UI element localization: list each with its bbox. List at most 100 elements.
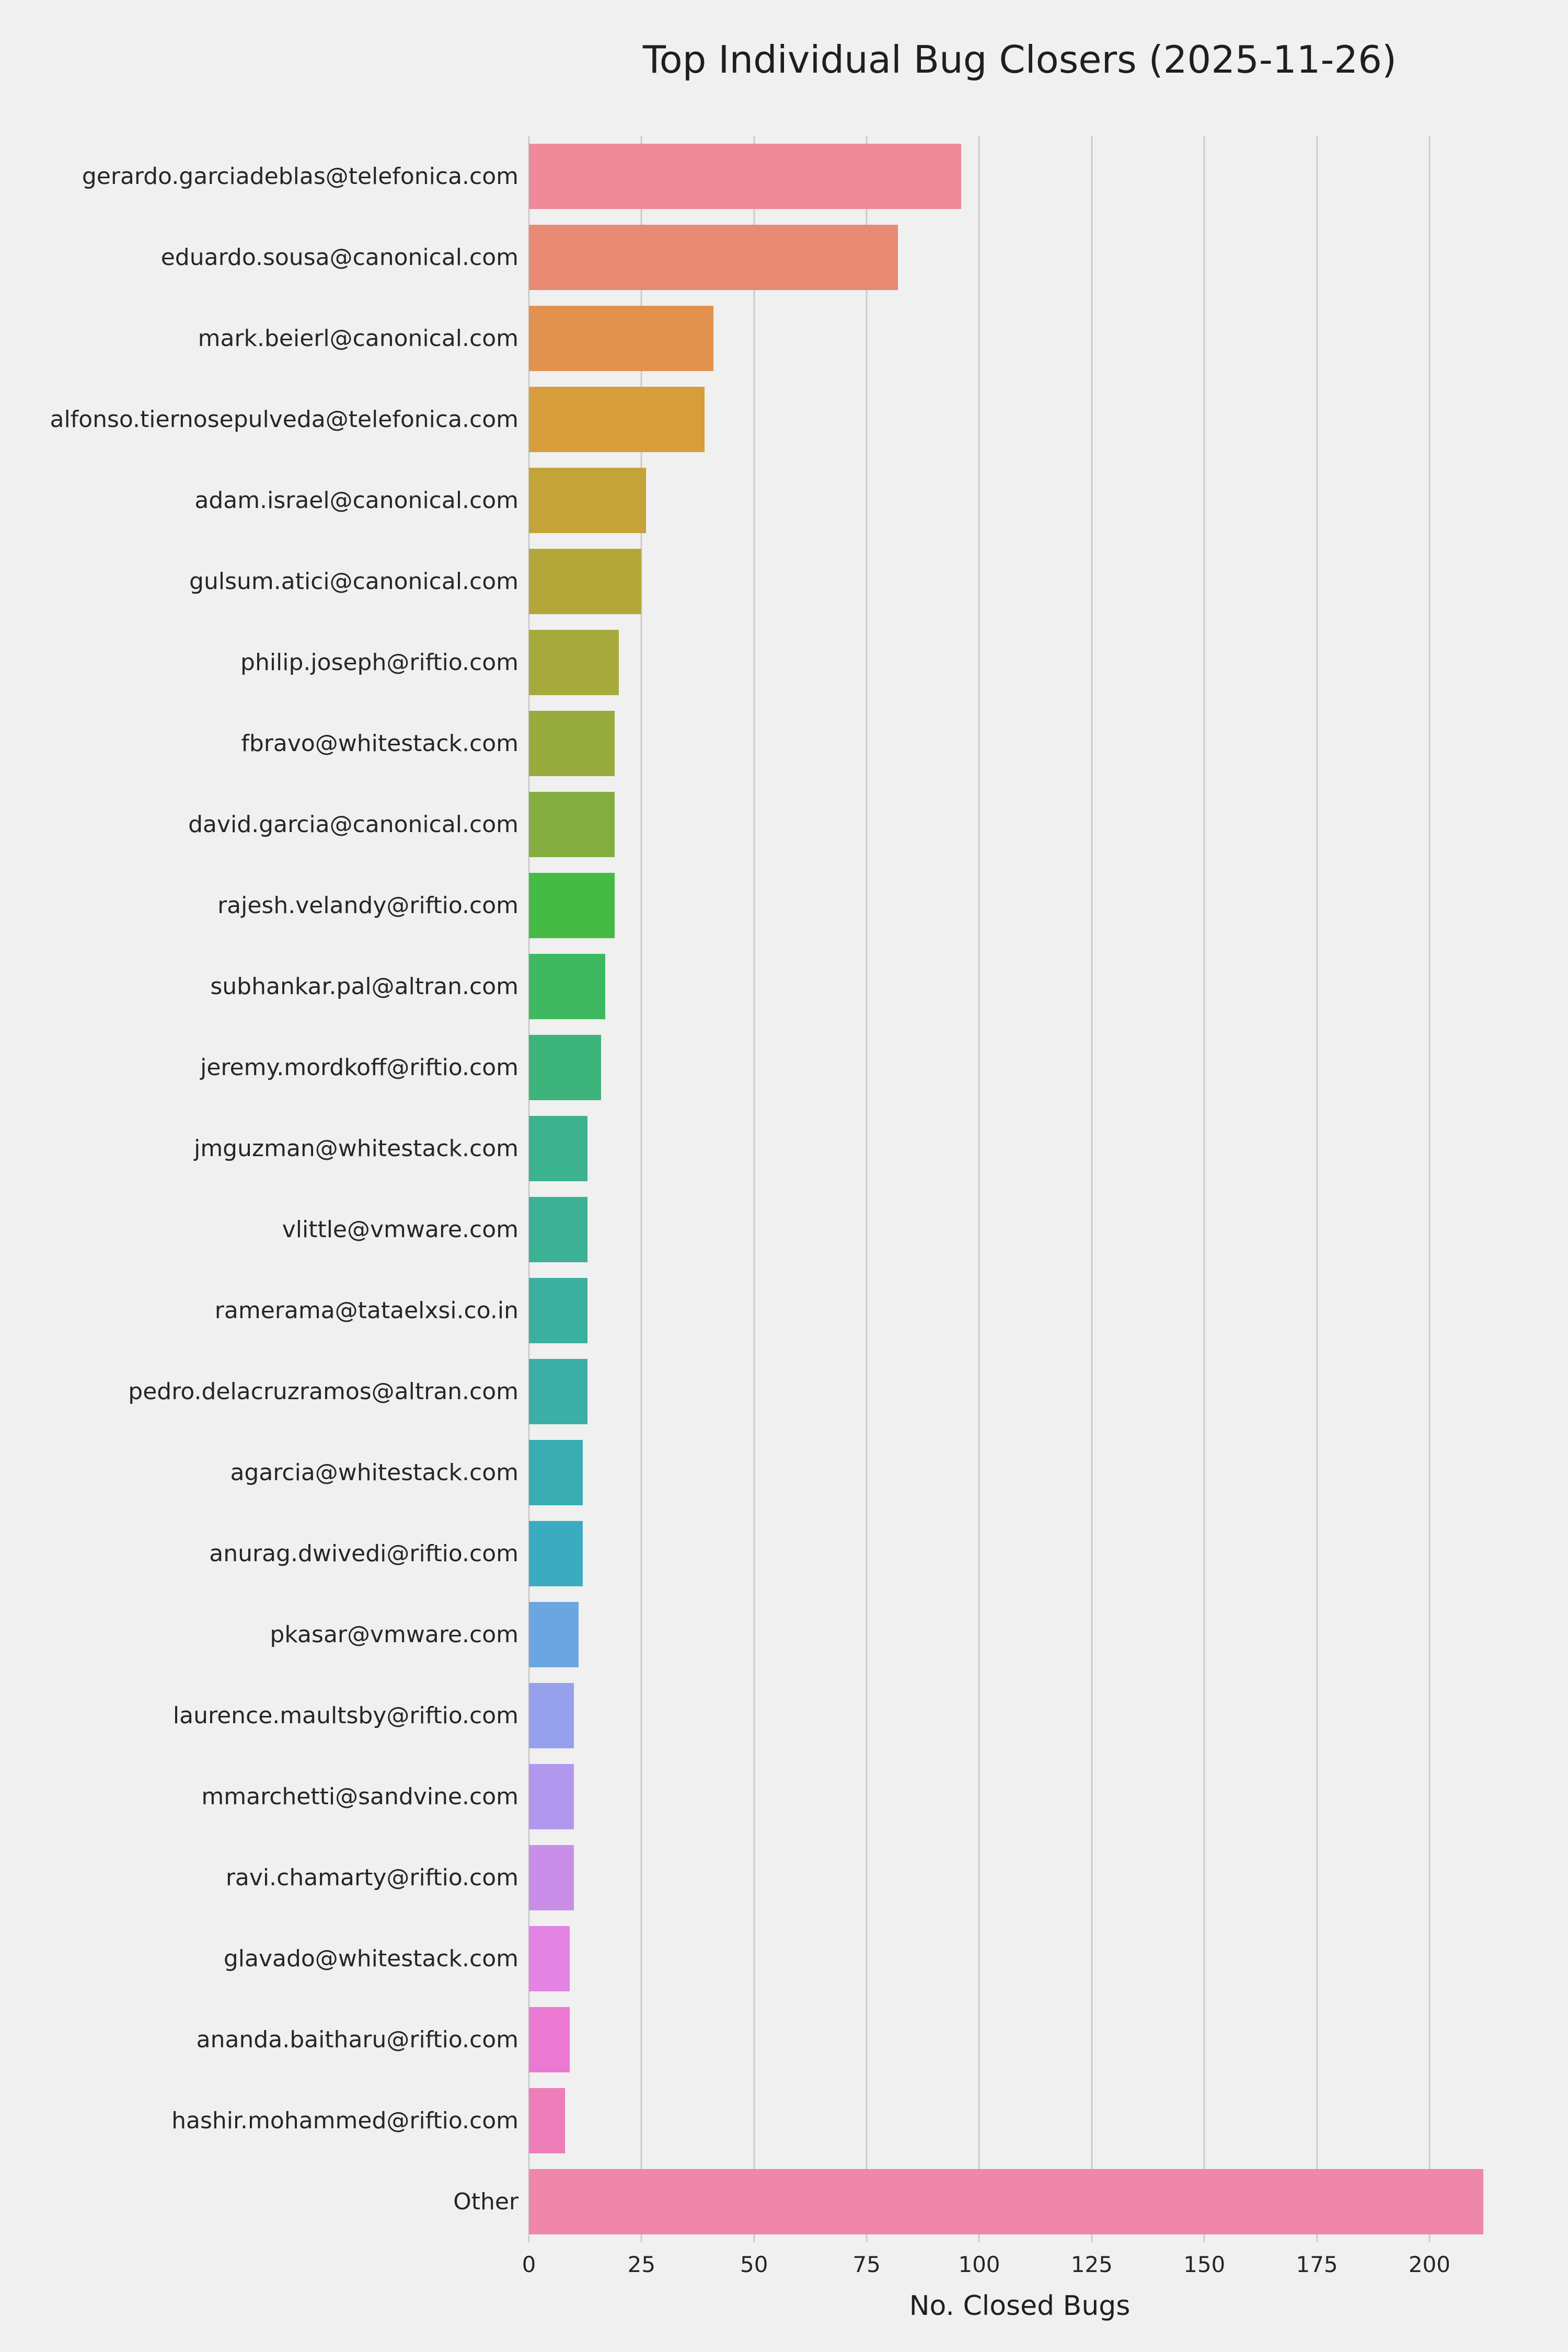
bar [529, 1602, 579, 1667]
gridline [753, 136, 755, 2242]
bar-row: mark.beierl@canonical.com [0, 298, 1511, 379]
bar-track [529, 1521, 1511, 1586]
x-tick-label: 75 [852, 2252, 881, 2277]
bar-row: david.garcia@canonical.com [0, 784, 1511, 865]
bar-track [529, 1602, 1511, 1667]
bar-row: alfonso.tiernosepulveda@telefonica.com [0, 379, 1511, 460]
bar-row: gulsum.atici@canonical.com [0, 541, 1511, 622]
bar-track [529, 549, 1511, 614]
bar-track [529, 792, 1511, 857]
bar-row: agarcia@whitestack.com [0, 1432, 1511, 1513]
x-axis-label: No. Closed Bugs [909, 2290, 1131, 2322]
bar-track [529, 2007, 1511, 2072]
bar-track [529, 144, 1511, 209]
bar-row: anurag.dwivedi@riftio.com [0, 1513, 1511, 1594]
gridline [1091, 136, 1093, 2242]
y-tick-label: fbravo@whitestack.com [241, 730, 518, 757]
bar [529, 387, 705, 452]
bar-track [529, 468, 1511, 533]
bar-row: pkasar@vmware.com [0, 1594, 1511, 1675]
bar [529, 1197, 587, 1262]
bar-row: fbravo@whitestack.com [0, 703, 1511, 784]
y-tick-label: pkasar@vmware.com [270, 1621, 518, 1648]
bar [529, 1521, 583, 1586]
bar-row: jeremy.mordkoff@riftio.com [0, 1027, 1511, 1108]
bar-row: ravi.chamarty@riftio.com [0, 1837, 1511, 1918]
x-tick-label: 200 [1408, 2252, 1451, 2277]
bar [529, 306, 714, 371]
y-tick-label: alfonso.tiernosepulveda@telefonica.com [50, 406, 519, 433]
bar-row: ananda.baitharu@riftio.com [0, 1999, 1511, 2080]
bar [529, 549, 642, 614]
bar [529, 144, 961, 209]
bar-track [529, 1035, 1511, 1100]
bar-track [529, 306, 1511, 371]
bar [529, 2007, 570, 2072]
y-tick-label: hashir.mohammed@riftio.com [171, 2107, 518, 2134]
bar [529, 1440, 583, 1505]
bar-track [529, 2088, 1511, 2153]
y-tick-label: adam.israel@canonical.com [194, 487, 518, 514]
bar-track [529, 1197, 1511, 1262]
bar [529, 1278, 587, 1343]
x-tick-label: 150 [1183, 2252, 1226, 2277]
bar-track [529, 1116, 1511, 1181]
bar [529, 1683, 574, 1748]
gridline [1428, 136, 1431, 2242]
gridline [1316, 136, 1318, 2242]
y-tick-label: glavado@whitestack.com [223, 1945, 518, 1972]
bar-track [529, 873, 1511, 938]
bar-track [529, 1278, 1511, 1343]
bar-track [529, 1845, 1511, 1910]
x-tick-label: 100 [958, 2252, 1000, 2277]
y-tick-label: rajesh.velandy@riftio.com [217, 892, 518, 919]
bar [529, 225, 898, 290]
bar [529, 2169, 1484, 2234]
y-tick-label: Other [453, 2188, 518, 2215]
bar-row: glavado@whitestack.com [0, 1918, 1511, 1999]
y-tick-label: pedro.delacruzramos@altran.com [128, 1378, 518, 1405]
y-tick-label: mark.beierl@canonical.com [198, 325, 518, 352]
bar-track [529, 711, 1511, 776]
bar [529, 630, 619, 695]
bar-track [529, 225, 1511, 290]
gridline [866, 136, 868, 2242]
y-tick-label: eduardo.sousa@canonical.com [160, 244, 518, 271]
bar [529, 711, 615, 776]
bar-track [529, 954, 1511, 1019]
bar-track [529, 1926, 1511, 1991]
bar-row: eduardo.sousa@canonical.com [0, 217, 1511, 298]
y-tick-label: gerardo.garciadeblas@telefonica.com [82, 163, 518, 190]
bar-row: rajesh.velandy@riftio.com [0, 865, 1511, 946]
bar-row: gerardo.garciadeblas@telefonica.com [0, 136, 1511, 217]
y-tick-label: david.garcia@canonical.com [188, 811, 518, 838]
bar-row: mmarchetti@sandvine.com [0, 1756, 1511, 1837]
bar-row: subhankar.pal@altran.com [0, 946, 1511, 1027]
gridline [1203, 136, 1205, 2242]
bar-row: ramerama@tataelxsi.co.in [0, 1270, 1511, 1351]
x-tick-label: 125 [1070, 2252, 1113, 2277]
bar [529, 1116, 587, 1181]
y-tick-label: gulsum.atici@canonical.com [189, 568, 518, 595]
x-tick-label: 175 [1296, 2252, 1338, 2277]
bar-row: jmguzman@whitestack.com [0, 1108, 1511, 1189]
y-tick-label: ramerama@tataelxsi.co.in [214, 1297, 518, 1324]
x-axis-ticks: 0 25 50 75 100 125 150 175 200 [522, 2252, 1511, 2283]
bar-track [529, 1683, 1511, 1748]
gridline [978, 136, 980, 2242]
bar-row: adam.israel@canonical.com [0, 460, 1511, 541]
y-tick-label: ravi.chamarty@riftio.com [225, 1864, 518, 1891]
y-tick-label: jmguzman@whitestack.com [194, 1135, 518, 1162]
bar [529, 1845, 574, 1910]
bar [529, 468, 646, 533]
y-tick-label: philip.joseph@riftio.com [240, 649, 518, 676]
bar-track [529, 2169, 1511, 2234]
bar-row: pedro.delacruzramos@altran.com [0, 1351, 1511, 1432]
bar [529, 954, 606, 1019]
bar [529, 1359, 587, 1424]
bar-track [529, 1359, 1511, 1424]
x-tick-label: 50 [740, 2252, 768, 2277]
bar [529, 1035, 601, 1100]
bar-row: philip.joseph@riftio.com [0, 622, 1511, 703]
y-tick-label: agarcia@whitestack.com [230, 1459, 518, 1486]
